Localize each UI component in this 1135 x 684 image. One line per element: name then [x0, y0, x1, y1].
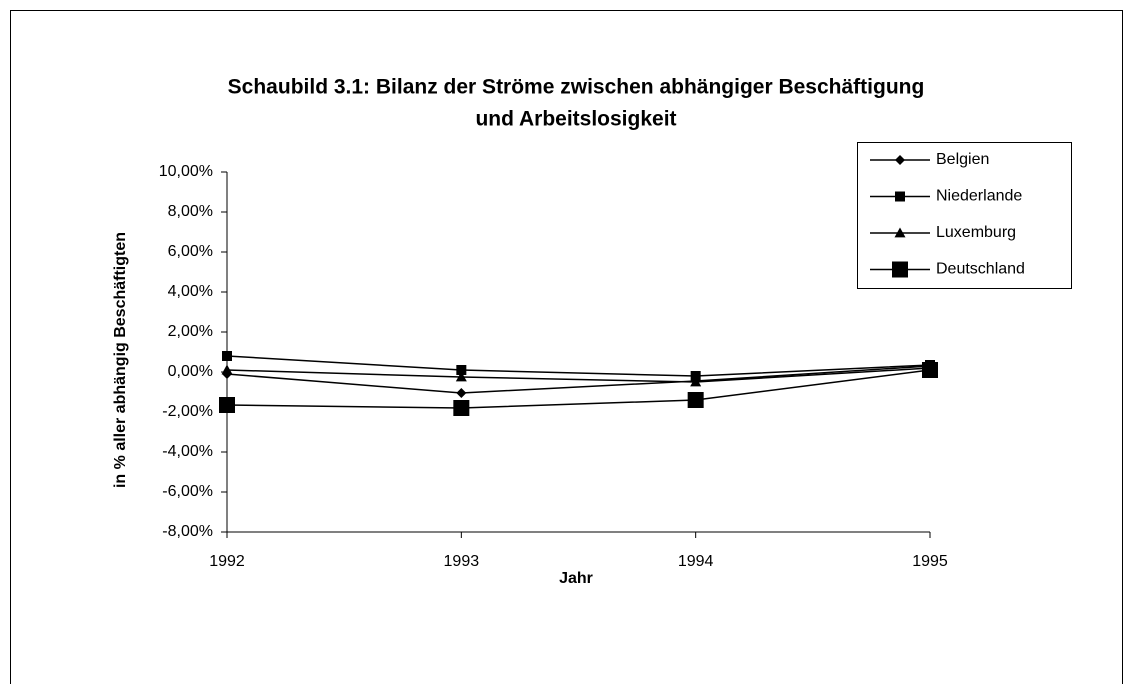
legend-label: Belgien: [936, 151, 989, 168]
chart-title: Schaubild 3.1: Bilanz der Ströme zwische…: [228, 76, 925, 99]
y-tick-label: -4,00%: [162, 443, 213, 460]
data-point: [687, 392, 704, 408]
x-tick-label: 1992: [209, 553, 245, 570]
y-axis-title: in % aller abhängig Beschäftigten: [112, 232, 129, 488]
series-line: [226, 367, 931, 383]
y-tick-label: -2,00%: [162, 403, 213, 420]
data-point: [456, 388, 467, 398]
data-point: [456, 365, 467, 375]
data-point: [453, 400, 470, 416]
data-point: [690, 371, 701, 381]
series-line: [226, 365, 931, 394]
x-tick-label: 1994: [678, 553, 714, 570]
data-point: [455, 371, 467, 382]
series-line: [226, 355, 931, 377]
chart-title: und Arbeitslosigkeit: [475, 108, 676, 131]
data-point: [219, 397, 235, 413]
data-point: [690, 376, 702, 387]
y-tick-label: 4,00%: [168, 283, 213, 300]
legend-marker: [892, 261, 908, 278]
data-point: [222, 351, 232, 361]
y-tick-label: 10,00%: [159, 163, 213, 180]
chart-frame: [10, 10, 1123, 684]
legend-marker: [895, 191, 905, 202]
legend-label: Niederlande: [936, 188, 1022, 205]
x-axis-title: Jahr: [559, 570, 593, 587]
x-tick-label: 1993: [444, 553, 480, 570]
y-tick-label: 8,00%: [168, 203, 213, 220]
legend-label: Deutschland: [936, 261, 1025, 278]
y-tick-label: 0,00%: [168, 363, 213, 380]
series-line: [226, 369, 931, 409]
legend-marker: [894, 227, 906, 238]
y-tick-label: -6,00%: [162, 483, 213, 500]
y-tick-label: 6,00%: [168, 243, 213, 260]
x-tick-label: 1995: [912, 553, 948, 570]
data-point: [221, 364, 233, 375]
legend-marker: [895, 155, 905, 165]
y-tick-label: -8,00%: [162, 523, 213, 540]
y-tick-label: 2,00%: [168, 323, 213, 340]
legend-label: Luxemburg: [936, 224, 1016, 241]
data-point: [922, 362, 938, 378]
